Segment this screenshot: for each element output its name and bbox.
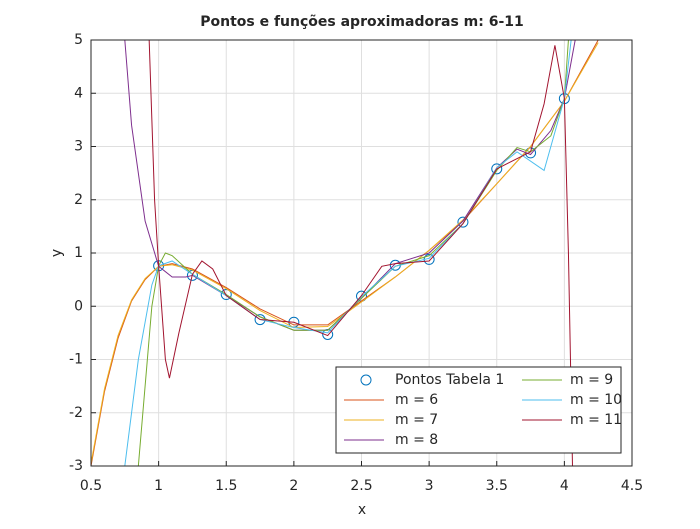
- y-tick-label: 4: [74, 85, 83, 101]
- curve: [91, 42, 599, 464]
- legend-label: m = 6: [395, 392, 438, 408]
- y-tick-label: 5: [74, 32, 83, 48]
- x-tick-label: 1.5: [215, 478, 237, 494]
- y-tick-label: 3: [74, 139, 83, 155]
- data-point: [322, 328, 334, 340]
- x-tick-label: 2: [289, 478, 298, 494]
- chart-title: Pontos e funções aproximadoras m: 6-11: [200, 14, 524, 30]
- x-tick-label: 3.5: [486, 478, 508, 494]
- x-tick-label: 1: [154, 478, 163, 494]
- y-tick-label: -3: [69, 458, 83, 474]
- x-tick-label: 2.5: [350, 478, 372, 494]
- legend-label: m = 10: [570, 392, 622, 408]
- data-point: [457, 216, 469, 228]
- x-tick-label: 4.5: [621, 478, 643, 494]
- y-axis-label: y: [49, 249, 65, 257]
- legend-label: m = 8: [395, 432, 438, 448]
- y-tick-label: 0: [74, 298, 83, 314]
- legend-label: Pontos Tabela 1: [395, 372, 504, 388]
- legend-label: m = 9: [570, 372, 613, 388]
- y-tick-label: -1: [69, 352, 83, 368]
- legend-label: m = 11: [570, 412, 622, 428]
- curve: [148, 40, 573, 466]
- curve: [137, 40, 569, 466]
- legend-box: [335, 366, 622, 454]
- x-tick-label: 3: [425, 478, 434, 494]
- data-point: [491, 163, 503, 175]
- legend-label: m = 7: [395, 412, 438, 428]
- data-point: [220, 289, 232, 301]
- y-tick-label: 1: [74, 245, 83, 261]
- x-tick-label: 0.5: [80, 478, 102, 494]
- y-tick-label: 2: [74, 192, 83, 208]
- x-tick-label: 4: [560, 478, 569, 494]
- legend-marker: [360, 374, 372, 386]
- x-axis-label: x: [358, 502, 366, 518]
- y-tick-label: -2: [69, 405, 83, 421]
